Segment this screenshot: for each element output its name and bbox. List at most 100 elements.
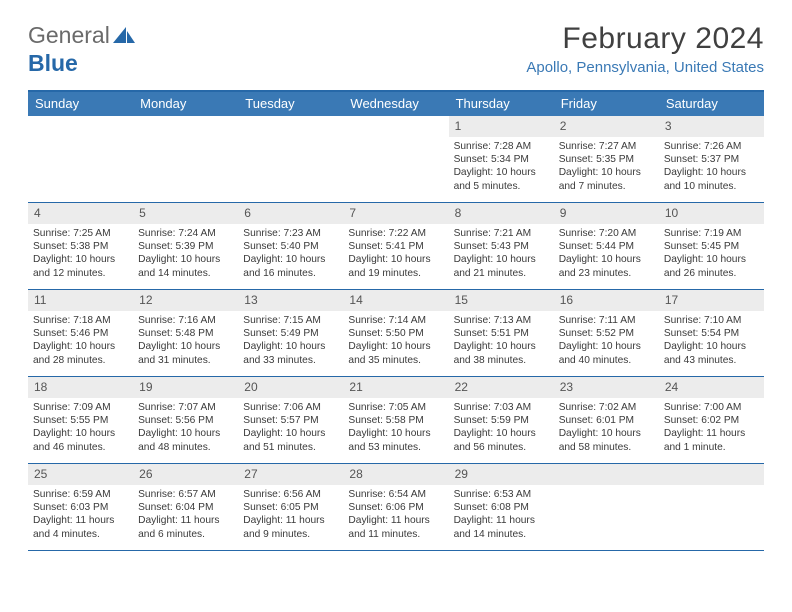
sunrise-text: Sunrise: 7:09 AM [33,401,128,414]
sunrise-text: Sunrise: 7:03 AM [454,401,549,414]
day-number-empty [133,116,238,135]
sunset-text: Sunset: 5:46 PM [33,327,128,340]
day-details: Sunrise: 7:09 AMSunset: 5:55 PMDaylight:… [28,401,133,458]
day-number: 1 [449,116,554,137]
calendar-cell: 15 Sunrise: 7:13 AMSunset: 5:51 PMDayligh… [449,290,554,376]
day-number: 19 [133,377,238,398]
day-number: 18 [28,377,133,398]
day-number: 7 [343,203,448,224]
sunset-text: Sunset: 5:34 PM [454,153,549,166]
calendar-cell: 21Sunrise: 7:05 AMSunset: 5:58 PMDayligh… [343,377,448,463]
day-details: Sunrise: 7:28 AMSunset: 5:34 PMDaylight:… [449,140,554,197]
daylight-text: Daylight: 10 hours and 51 minutes. [243,427,338,453]
day-number: 10 [659,203,764,224]
calendar-cell [343,116,448,202]
day-number-empty [659,464,764,485]
daylight-text: Daylight: 10 hours and 10 minutes. [664,166,759,192]
calendar-cell: 12Sunrise: 7:16 AMSunset: 5:48 PMDayligh… [133,290,238,376]
day-number: 5 [133,203,238,224]
sunset-text: Sunset: 5:41 PM [348,240,443,253]
day-number: 4 [28,203,133,224]
sunrise-text: Sunrise: 7:06 AM [243,401,338,414]
calendar-cell [133,116,238,202]
daylight-text: Daylight: 10 hours and 23 minutes. [559,253,654,279]
day-number: 9 [554,203,659,224]
sunset-text: Sunset: 5:35 PM [559,153,654,166]
day-number: 29 [449,464,554,485]
day-number: 25 [28,464,133,485]
daylight-text: Daylight: 11 hours and 1 minute. [664,427,759,453]
daylight-text: Daylight: 10 hours and 35 minutes. [348,340,443,366]
sunrise-text: Sunrise: 7:24 AM [138,227,233,240]
weekday-header: Thursday [449,92,554,116]
sunset-text: Sunset: 5:55 PM [33,414,128,427]
calendar-cell: 7Sunrise: 7:22 AMSunset: 5:41 PMDaylight… [343,203,448,289]
daylight-text: Daylight: 11 hours and 4 minutes. [33,514,128,540]
daylight-text: Daylight: 11 hours and 14 minutes. [454,514,549,540]
calendar-row: 11Sunrise: 7:18 AMSunset: 5:46 PMDayligh… [28,290,764,377]
sunset-text: Sunset: 5:51 PM [454,327,549,340]
day-details: Sunrise: 6:59 AMSunset: 6:03 PMDaylight:… [28,488,133,545]
calendar-row: 1 Sunrise: 7:28 AMSunset: 5:34 PMDaylight… [28,116,764,203]
sunset-text: Sunset: 5:56 PM [138,414,233,427]
sunrise-text: Sunrise: 6:59 AM [33,488,128,501]
calendar-cell: 20Sunrise: 7:06 AMSunset: 5:57 PMDayligh… [238,377,343,463]
day-details: Sunrise: 7:13 AMSunset: 5:51 PMDaylight:… [449,314,554,371]
daylight-text: Daylight: 10 hours and 48 minutes. [138,427,233,453]
day-details: Sunrise: 7:10 AMSunset: 5:54 PMDaylight:… [659,314,764,371]
weekday-header: Wednesday [343,92,448,116]
calendar-cell: 29Sunrise: 6:53 AMSunset: 6:08 PMDayligh… [449,464,554,550]
sunrise-text: Sunrise: 7:05 AM [348,401,443,414]
calendar-cell: 4Sunrise: 7:25 AMSunset: 5:38 PMDaylight… [28,203,133,289]
day-details: Sunrise: 7:23 AMSunset: 5:40 PMDaylight:… [238,227,343,284]
sunset-text: Sunset: 6:08 PM [454,501,549,514]
day-details: Sunrise: 7:06 AMSunset: 5:57 PMDaylight:… [238,401,343,458]
sunrise-text: Sunrise: 7:22 AM [348,227,443,240]
sunset-text: Sunset: 5:43 PM [454,240,549,253]
day-number: 28 [343,464,448,485]
sunset-text: Sunset: 6:02 PM [664,414,759,427]
sunrise-text: Sunrise: 7:27 AM [559,140,654,153]
sunset-text: Sunset: 5:37 PM [664,153,759,166]
day-number: 26 [133,464,238,485]
sunset-text: Sunset: 5:59 PM [454,414,549,427]
day-number: 14 [343,290,448,311]
daylight-text: Daylight: 10 hours and 56 minutes. [454,427,549,453]
sunrise-text: Sunrise: 7:26 AM [664,140,759,153]
sunset-text: Sunset: 6:06 PM [348,501,443,514]
day-number: 2 [554,116,659,137]
weekday-header: Monday [133,92,238,116]
day-number: 27 [238,464,343,485]
calendar-cell: 23Sunrise: 7:02 AMSunset: 6:01 PMDayligh… [554,377,659,463]
day-details: Sunrise: 6:54 AMSunset: 6:06 PMDaylight:… [343,488,448,545]
daylight-text: Daylight: 10 hours and 31 minutes. [138,340,233,366]
day-number: 3 [659,116,764,137]
logo-text-blue: Blue [28,50,78,76]
sunrise-text: Sunrise: 6:57 AM [138,488,233,501]
day-number: 13 [238,290,343,311]
day-number: 23 [554,377,659,398]
sunset-text: Sunset: 6:05 PM [243,501,338,514]
day-number-empty [343,116,448,135]
daylight-text: Daylight: 10 hours and 33 minutes. [243,340,338,366]
daylight-text: Daylight: 10 hours and 53 minutes. [348,427,443,453]
day-number: 15 [449,290,554,311]
calendar-body: 1 Sunrise: 7:28 AMSunset: 5:34 PMDaylight… [28,116,764,551]
day-number: 11 [28,290,133,311]
day-number: 16 [554,290,659,311]
day-details: Sunrise: 7:27 AMSunset: 5:35 PMDaylight:… [554,140,659,197]
day-details: Sunrise: 7:26 AMSunset: 5:37 PMDaylight:… [659,140,764,197]
day-details: Sunrise: 6:57 AMSunset: 6:04 PMDaylight:… [133,488,238,545]
sunrise-text: Sunrise: 7:21 AM [454,227,549,240]
calendar-cell: 6Sunrise: 7:23 AMSunset: 5:40 PMDaylight… [238,203,343,289]
calendar-cell: 11Sunrise: 7:18 AMSunset: 5:46 PMDayligh… [28,290,133,376]
calendar-cell: 19Sunrise: 7:07 AMSunset: 5:56 PMDayligh… [133,377,238,463]
day-details: Sunrise: 7:11 AMSunset: 5:52 PMDaylight:… [554,314,659,371]
day-number: 22 [449,377,554,398]
daylight-text: Daylight: 10 hours and 28 minutes. [33,340,128,366]
calendar-cell: 18 Sunrise: 7:09 AMSunset: 5:55 PMDayligh… [28,377,133,463]
calendar-cell: 17Sunrise: 7:10 AMSunset: 5:54 PMDayligh… [659,290,764,376]
sunset-text: Sunset: 5:49 PM [243,327,338,340]
calendar-cell: 26 Sunrise: 6:57 AMSunset: 6:04 PMDayligh… [133,464,238,550]
day-number-empty [238,116,343,135]
